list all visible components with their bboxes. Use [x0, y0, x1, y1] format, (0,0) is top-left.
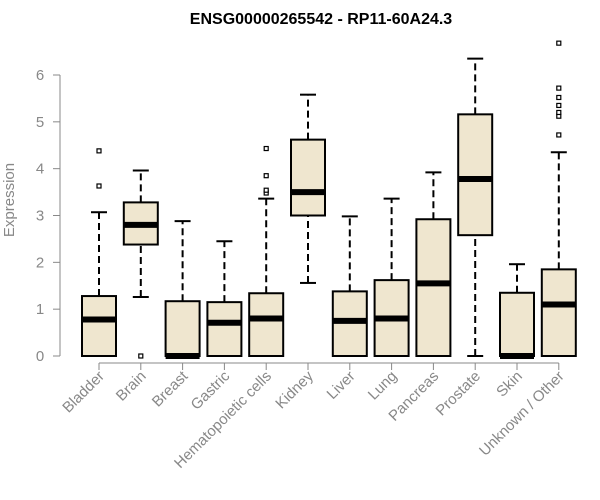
- y-tick-label: 4: [36, 161, 44, 178]
- outlier-point: [263, 187, 269, 193]
- outlier-point: [556, 85, 562, 91]
- box: [290, 138, 326, 217]
- box: [540, 268, 577, 358]
- outlier-point: [96, 148, 102, 154]
- y-tick-label: 6: [36, 67, 44, 84]
- box: [81, 295, 117, 358]
- y-axis-label: Expression: [1, 163, 18, 237]
- outlier-point: [556, 109, 562, 116]
- box: [164, 300, 201, 357]
- box: [457, 113, 494, 237]
- box: [415, 218, 452, 357]
- box: [499, 291, 535, 357]
- outlier-point: [556, 40, 562, 46]
- y-tick-label: 1: [36, 301, 44, 318]
- y-tick-label: 5: [36, 114, 44, 131]
- outlier-point: [96, 183, 102, 189]
- outlier-point: [263, 173, 269, 179]
- outlier-point: [556, 94, 562, 101]
- x-tick-label: Lung: [365, 368, 401, 404]
- x-tick-label: Skin: [493, 368, 526, 401]
- y-tick-label: 3: [36, 208, 44, 225]
- y-tick-label: 0: [36, 348, 44, 365]
- x-tick-label: Brain: [113, 368, 150, 405]
- box: [206, 301, 243, 357]
- x-tick-label: Liver: [324, 368, 359, 403]
- x-tick-label: Prostate: [432, 368, 484, 420]
- y-tick-label: 2: [36, 254, 44, 271]
- outlier-point: [263, 145, 269, 152]
- x-tick-label: Bladder: [59, 368, 108, 417]
- outlier-point: [556, 102, 562, 109]
- x-tick-label: Breast: [149, 367, 192, 410]
- x-tick-label: Kidney: [272, 367, 317, 412]
- chart-title: ENSG00000265542 - RP11-60A24.3: [190, 11, 453, 28]
- outlier-point: [138, 353, 144, 359]
- box: [248, 292, 285, 358]
- outlier-point: [556, 132, 562, 138]
